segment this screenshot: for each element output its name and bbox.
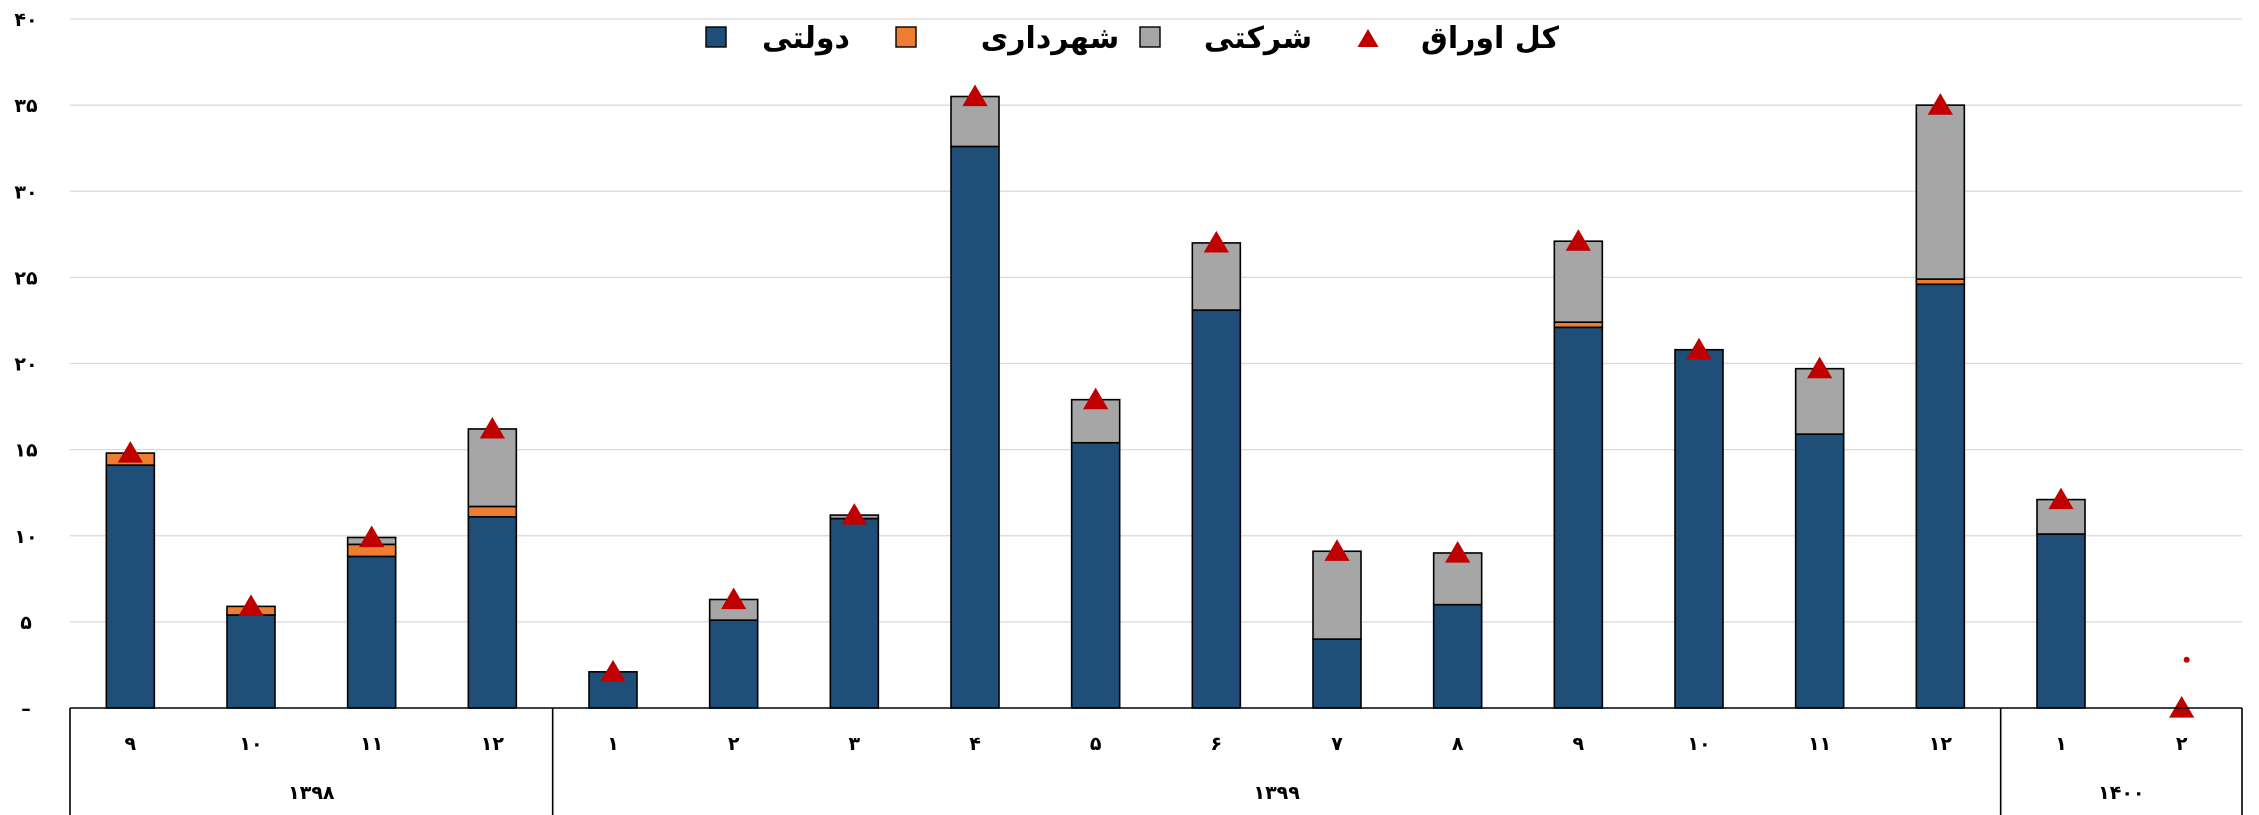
- y-tick-label: ۳۵: [14, 95, 38, 117]
- bar-segment: [346, 555, 397, 709]
- bar-segment: [1794, 367, 1845, 435]
- x-tick-label: ۱۱: [1808, 733, 1831, 755]
- y-axis: – ۵ ۱۰ ۱۵ ۲۰ ۲۵ ۳۰ ۳۵ ۴۰: [14, 9, 38, 720]
- bar-segment: [467, 428, 518, 508]
- y-tick-label: ۳۰: [14, 181, 37, 203]
- legend-label: کل اوراق: [1421, 21, 1560, 56]
- y-tick-label: –: [21, 698, 31, 720]
- total-marker: [1203, 230, 1229, 253]
- bar-segment: [226, 614, 276, 709]
- x-tick-label: ۷: [1331, 733, 1343, 755]
- gridlines: [70, 18, 2242, 623]
- x-tick-label: ۱۲: [481, 733, 505, 755]
- bar-segment: [1312, 550, 1362, 640]
- y-tick-label: ۲۰: [14, 354, 37, 376]
- x-group-label: ۱۳۹۹: [1253, 782, 1300, 804]
- x-tick-label: ۱: [2055, 733, 2067, 755]
- total-marker: [117, 441, 143, 463]
- x-tick-label: ۶: [1211, 733, 1223, 755]
- y-tick-label: ۱۵: [14, 440, 38, 462]
- total-markers: [117, 84, 2195, 718]
- bar-segment: [1432, 603, 1483, 709]
- x-group-label: ۱۳۹۸: [288, 782, 335, 804]
- bars: [105, 95, 2086, 709]
- bar-segment: [708, 619, 759, 709]
- total-marker: [238, 594, 264, 616]
- bar-segment: [1191, 242, 1242, 311]
- bar-segment: [2036, 533, 2086, 709]
- y-tick-label: ۵: [20, 612, 32, 634]
- x-tick-label: ۲: [728, 733, 740, 755]
- legend-marker: [1357, 29, 1379, 47]
- x-tick-label: ۱۲: [1929, 733, 1953, 755]
- y-tick-label: ۱۰: [14, 526, 37, 548]
- total-marker: [2169, 696, 2195, 718]
- bar-segment: [467, 516, 518, 709]
- x-tick-label: ۳: [849, 733, 861, 755]
- total-marker: [479, 416, 505, 439]
- x-tick-label: ۸: [1452, 733, 1464, 755]
- y-tick-label: ۲۵: [14, 267, 38, 289]
- bar-segment: [467, 505, 518, 518]
- bar-segment: [1553, 240, 1604, 323]
- total-marker: [841, 503, 867, 525]
- y-tick-label: ۴۰: [14, 9, 37, 31]
- bar-segment: [1553, 326, 1604, 709]
- bar-segment: [1070, 441, 1121, 709]
- total-marker: [600, 659, 626, 682]
- total-marker: [1807, 356, 1833, 379]
- bar-segment: [1915, 104, 1966, 280]
- bar-segment: [1191, 309, 1242, 709]
- x-tick-label: ۱۰: [1687, 733, 1710, 755]
- bar-segment: [829, 517, 880, 709]
- x-group-label: ۱۴۰۰: [2098, 782, 2144, 804]
- total-marker: [359, 525, 385, 548]
- x-tick-label: ۵: [1090, 733, 1102, 755]
- legend: دولتی شهرداری شرکتی کل اوراق: [705, 21, 1560, 56]
- bar-segment: [950, 145, 1000, 709]
- total-marker: [1927, 93, 1953, 115]
- legend-label: شهرداری: [981, 21, 1119, 56]
- x-tick-label: ۲: [2176, 733, 2188, 755]
- total-marker: [1083, 387, 1109, 410]
- legend-label: دولتی: [762, 21, 850, 56]
- x-tick-label: ۱۱: [360, 733, 383, 755]
- bar-segment: [1794, 433, 1845, 709]
- note-marker: [2183, 656, 2190, 663]
- x-tick-label: ۴: [969, 733, 981, 755]
- legend-swatch: [1139, 26, 1161, 48]
- total-marker: [1324, 539, 1350, 561]
- x-tick-label: ۹: [1573, 733, 1585, 755]
- total-marker: [1565, 229, 1591, 251]
- x-tick-label: ۱: [607, 733, 619, 755]
- total-marker: [2048, 487, 2074, 510]
- x-tick-label: ۹: [125, 733, 137, 755]
- legend-swatch: [705, 26, 727, 48]
- bar-segment: [105, 464, 156, 709]
- bar-segment: [1915, 283, 1966, 709]
- bar-segment: [1674, 348, 1724, 709]
- x-tick-label: ۱۰: [239, 733, 262, 755]
- total-marker: [1445, 540, 1471, 563]
- legend-label: شرکتی: [1204, 21, 1312, 56]
- total-marker: [721, 587, 747, 610]
- bar-segment: [1312, 638, 1362, 709]
- total-marker: [1686, 337, 1712, 360]
- total-marker: [962, 84, 988, 107]
- legend-swatch: [895, 26, 917, 48]
